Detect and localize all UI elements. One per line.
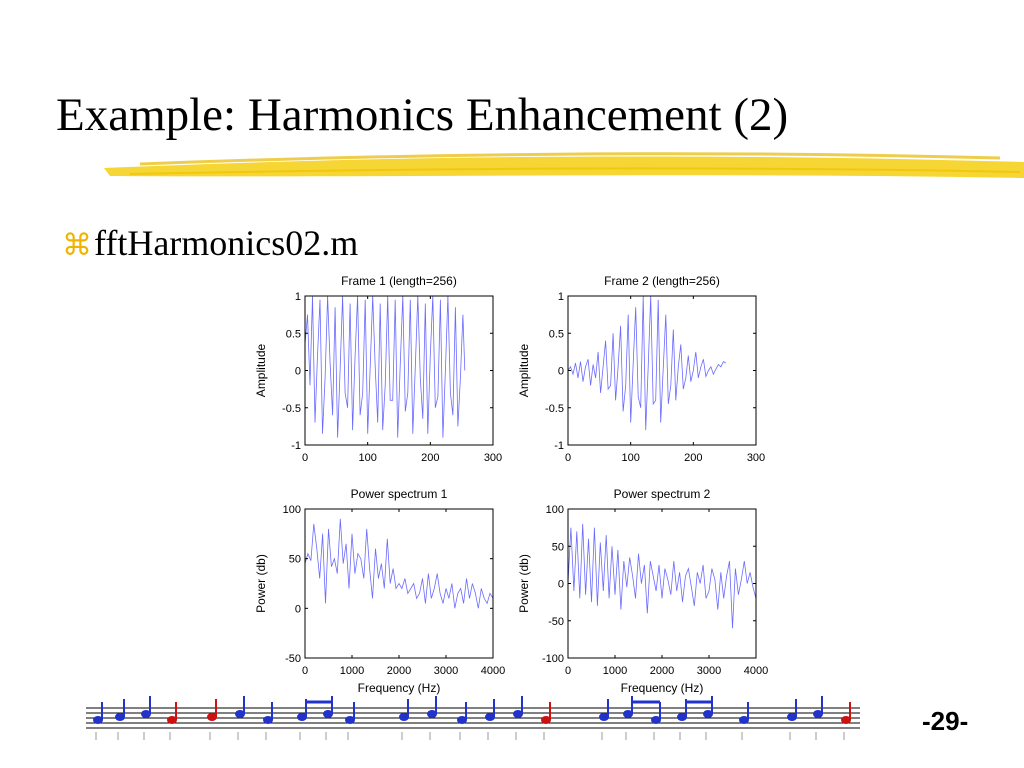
- music-note-icon: [427, 696, 437, 740]
- y-tick-label: 1: [558, 291, 564, 303]
- x-tick-label: 0: [302, 665, 308, 677]
- x-tick-label: 3000: [434, 665, 458, 677]
- music-note-icon: [115, 699, 125, 740]
- y-tick-label: -50: [548, 616, 564, 628]
- y-tick-label: 0: [295, 366, 301, 378]
- x-tick-label: 1000: [340, 665, 364, 677]
- music-note-icon: [787, 699, 797, 740]
- chart-title: Power spectrum 1: [351, 487, 448, 501]
- music-note-icon: [263, 702, 273, 740]
- music-note-icon: [141, 696, 151, 740]
- x-tick-label: 100: [621, 452, 639, 464]
- music-note-icon: [623, 696, 633, 740]
- x-axis-label: Frequency (Hz): [358, 681, 441, 695]
- music-note-icon: [235, 696, 245, 740]
- music-note-icon: [457, 702, 467, 740]
- command-key-icon: ⌘: [62, 228, 92, 263]
- x-tick-label: 2000: [650, 665, 674, 677]
- music-note-icon: [167, 702, 177, 740]
- music-note-icon: [345, 702, 355, 740]
- y-tick-label: 100: [546, 504, 564, 516]
- y-tick-label: 100: [283, 504, 301, 516]
- music-note-icon: [485, 699, 495, 740]
- music-note-icon: [541, 702, 551, 740]
- music-note-icon: [599, 699, 609, 740]
- bullet-text: fftHarmonics02.m: [94, 223, 359, 263]
- series-line: [568, 523, 756, 629]
- music-note-icon: [703, 696, 713, 740]
- x-tick-label: 4000: [744, 665, 768, 677]
- y-tick-label: 0: [558, 579, 564, 591]
- y-tick-label: -1: [291, 440, 301, 452]
- x-tick-label: 3000: [697, 665, 721, 677]
- y-axis-label: Amplitude: [254, 344, 268, 398]
- chart-title: Power spectrum 2: [614, 487, 711, 501]
- music-notes: [93, 696, 851, 740]
- music-note-icon: [813, 696, 823, 740]
- y-axis-label: Amplitude: [517, 344, 531, 398]
- slide-title: Example: Harmonics Enhancement (2): [56, 89, 789, 141]
- x-tick-label: 100: [358, 452, 376, 464]
- y-tick-label: -1: [554, 440, 564, 452]
- y-tick-label: -100: [542, 653, 564, 665]
- music-note-icon: [323, 696, 333, 740]
- series-line: [305, 518, 493, 609]
- x-tick-label: 4000: [481, 665, 505, 677]
- title-highlight-stroke: [104, 152, 1024, 178]
- chart-title: Frame 1 (length=256): [341, 274, 457, 288]
- series-line: [568, 296, 727, 431]
- music-note-icon: [399, 699, 409, 740]
- y-tick-label: 1: [295, 291, 301, 303]
- x-tick-label: 2000: [387, 665, 411, 677]
- series-line: [305, 296, 466, 438]
- chart-panel-1: 0 100 200 300 -1 -0.5 0 0.5 1 Frame 1 (length=256…: [254, 274, 502, 464]
- y-tick-label: 0: [558, 366, 564, 378]
- y-tick-label: 0: [295, 603, 301, 615]
- y-tick-label: 0.5: [286, 328, 301, 340]
- y-tick-label: 50: [552, 541, 564, 553]
- music-note-icon: [297, 699, 307, 740]
- x-tick-label: 300: [484, 452, 502, 464]
- x-axis-label: Frequency (Hz): [621, 681, 704, 695]
- y-tick-label: 50: [289, 554, 301, 566]
- music-note-icon: [739, 702, 749, 740]
- x-tick-label: 200: [421, 452, 439, 464]
- bullet-item: ⌘fftHarmonics02.m: [62, 222, 358, 264]
- chart-panel-2: 0 100 200 300 -1 -0.5 0 0.5 1 Frame 2 (length=256…: [517, 274, 765, 464]
- y-axis-label: Power (db): [254, 554, 268, 613]
- chart-title: Frame 2 (length=256): [604, 274, 720, 288]
- y-tick-label: -0.5: [545, 403, 564, 415]
- music-note-icon: [207, 699, 217, 740]
- music-note-icon: [651, 702, 661, 740]
- music-note-icon: [93, 702, 103, 740]
- y-tick-label: -50: [285, 653, 301, 665]
- x-tick-label: 0: [565, 665, 571, 677]
- y-tick-label: -0.5: [282, 403, 301, 415]
- x-tick-label: 0: [302, 452, 308, 464]
- music-note-icon: [677, 699, 687, 740]
- chart-panel-4: 0 1000 2000 3000 4000 -100 -50 0 50 100 Power spec…: [517, 487, 768, 695]
- x-tick-label: 1000: [603, 665, 627, 677]
- x-tick-label: 300: [747, 452, 765, 464]
- y-tick-label: 0.5: [549, 328, 564, 340]
- music-note-icon: [513, 696, 523, 740]
- music-note-icon: [841, 702, 851, 740]
- x-tick-label: 200: [684, 452, 702, 464]
- x-tick-label: 0: [565, 452, 571, 464]
- y-axis-label: Power (db): [517, 554, 531, 613]
- page-number: -29-: [922, 706, 969, 736]
